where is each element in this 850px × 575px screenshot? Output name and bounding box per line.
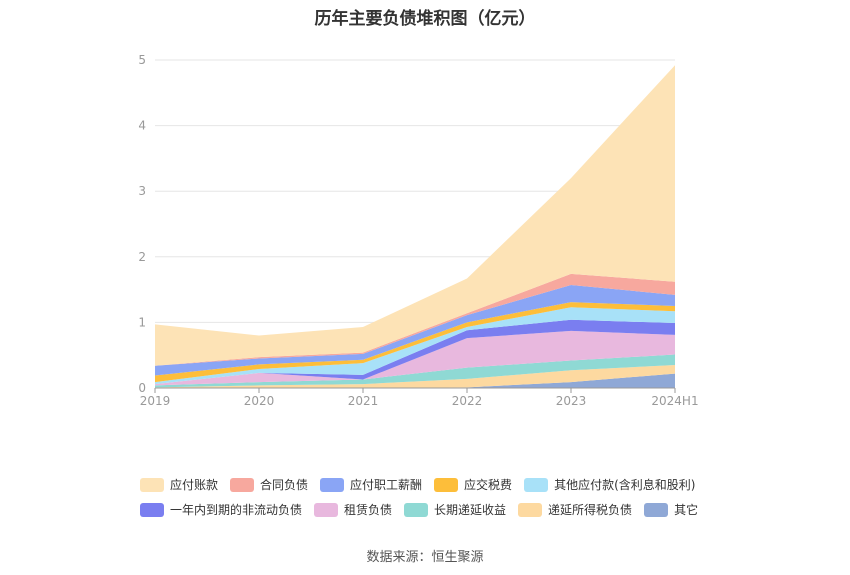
legend-label: 递延所得税负债: [548, 503, 633, 517]
legend-swatch: [320, 477, 345, 492]
legend-item[interactable]: 长期递延收益: [404, 501, 506, 518]
legend-swatch: [404, 502, 429, 517]
x-tick-label: 2023: [556, 394, 587, 408]
stacked-area-chart: 0 1 2 3 4 5 2019 2020 2021 2022 2023 2024H1: [138, 53, 698, 408]
area-其他应付款(含利息和股利): [155, 307, 675, 385]
y-tick-label: 0: [138, 381, 146, 395]
legend-swatch: [140, 502, 164, 517]
legend-item[interactable]: 递延所得税负债: [518, 501, 632, 518]
area-其它: [155, 373, 675, 388]
legend-label: 其他应付款(含利息和股利): [554, 478, 696, 492]
legend-swatch: [230, 477, 255, 492]
legend-label: 合同负债: [260, 478, 309, 492]
area-series: [155, 65, 675, 388]
legend-label: 应付职工薪酬: [350, 478, 423, 492]
legend: 应付账款 合同负债 应付职工薪酬 应交税费 其他应付款(含利息和股利) 一年内到期的非流…: [140, 472, 740, 522]
area-应付账款: [155, 65, 675, 366]
area-应付职工薪酬: [155, 285, 675, 376]
area-长期递延收益: [155, 354, 675, 388]
legend-label: 其它: [674, 503, 699, 517]
axes: 0 1 2 3 4 5 2019 2020 2021 2022 2023 2024H1: [138, 53, 698, 408]
legend-swatch: [434, 477, 459, 492]
legend-item[interactable]: 合同负债: [230, 476, 308, 493]
legend-item[interactable]: 其它: [644, 501, 698, 518]
area-应交税费: [155, 302, 675, 383]
y-tick-label: 3: [138, 184, 146, 198]
y-tick-label: 1: [138, 315, 146, 329]
legend-swatch: [644, 502, 669, 517]
area-合同负债: [155, 273, 675, 366]
legend-label: 租赁负债: [344, 503, 393, 517]
legend-swatch: [140, 477, 164, 492]
y-tick-label: 2: [138, 250, 146, 264]
legend-item[interactable]: 一年内到期的非流动负债: [140, 501, 302, 518]
y-tick-label: 5: [138, 53, 146, 67]
chart-title: 历年主要负债堆积图（亿元）: [314, 9, 536, 29]
legend-label: 长期递延收益: [434, 503, 507, 517]
x-tick-label: 2021: [348, 394, 379, 408]
y-tick-label: 4: [138, 119, 146, 133]
x-tick-label: 2020: [244, 394, 275, 408]
legend-item[interactable]: 租赁负债: [314, 501, 392, 518]
x-tick-label: 2019: [140, 394, 171, 408]
legend-label: 应付账款: [170, 478, 219, 492]
area-递延所得税负债: [155, 365, 675, 388]
data-source: 数据来源：恒生聚源: [366, 550, 484, 565]
legend-row-2: 一年内到期的非流动负债 租赁负债 长期递延收益 递延所得税负债 其它: [140, 497, 740, 522]
legend-label: 一年内到期的非流动负债: [170, 503, 303, 517]
legend-item[interactable]: 其他应付款(含利息和股利): [524, 476, 695, 493]
legend-swatch: [314, 502, 339, 517]
legend-label: 应交税费: [464, 478, 513, 492]
x-tick-label: 2024H1: [651, 394, 698, 408]
legend-item[interactable]: 应付职工薪酬: [320, 476, 422, 493]
legend-swatch: [518, 502, 543, 517]
area-一年内到期的非流动负债: [155, 319, 675, 385]
legend-item[interactable]: 应付账款: [140, 476, 218, 493]
x-tick-label: 2022: [452, 394, 483, 408]
legend-item[interactable]: 应交税费: [434, 476, 512, 493]
area-租赁负债: [155, 330, 675, 386]
legend-swatch: [524, 477, 549, 492]
legend-row-1: 应付账款 合同负债 应付职工薪酬 应交税费 其他应付款(含利息和股利): [140, 472, 740, 497]
